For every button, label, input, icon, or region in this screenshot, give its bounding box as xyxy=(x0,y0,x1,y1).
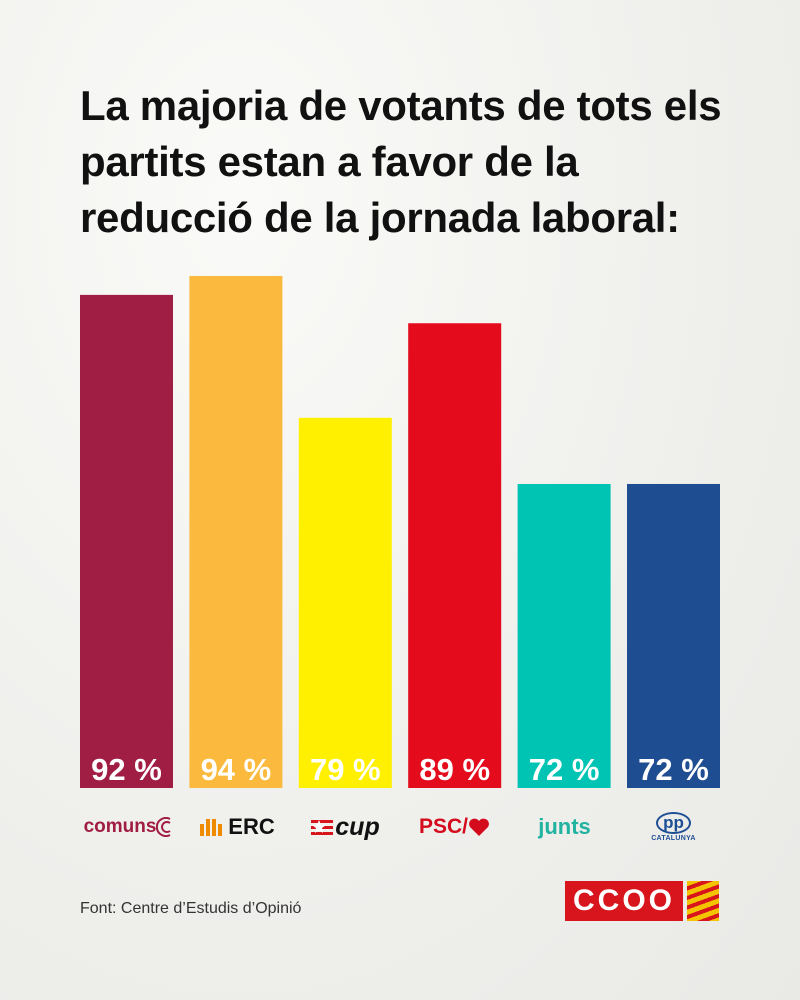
party-logos: comuns ERC cup PSC/ junts pp xyxy=(0,805,800,855)
junts-logo: junts xyxy=(517,805,612,849)
bar-junts xyxy=(517,483,611,788)
bar-comuns xyxy=(80,294,173,788)
star-icon xyxy=(311,820,334,835)
chart-title: La majoria de votants de tots els partit… xyxy=(80,82,722,241)
pp-logo-subtitle: CATALUNYA xyxy=(651,834,696,842)
bar-value-label: 79 % xyxy=(310,752,381,787)
concentric-arcs-icon xyxy=(156,817,172,837)
erc-logo-text: ERC xyxy=(228,814,275,839)
bar-psc xyxy=(408,323,502,788)
ccoo-logo-text: CCOO xyxy=(565,881,683,921)
pp-logo: pp CATALUNYA xyxy=(626,805,721,849)
comuns-logo-text: comuns xyxy=(83,816,157,837)
heart-icon xyxy=(469,818,489,836)
bar-value-label: 72 % xyxy=(638,752,709,787)
bar-value-label: 92 % xyxy=(91,752,162,787)
bars-group: 92 % 94 % 79 % 89 % 72 % 72 % xyxy=(80,275,720,788)
psc-logo-text: PSC/ xyxy=(418,815,468,838)
ccoo-logo: CCOO xyxy=(565,880,721,922)
cup-logo: cup xyxy=(298,805,393,849)
cup-logo-text: cup xyxy=(335,812,380,841)
bar-cup xyxy=(298,417,392,788)
erc-stripes-icon xyxy=(200,819,223,836)
bar-chart: 92 % 94 % 79 % 89 % 72 % 72 % xyxy=(80,275,720,788)
comuns-logo: comuns xyxy=(79,805,179,849)
source-note: Font: Centre d’Estudis d’Opinió xyxy=(80,900,302,917)
bar-value-label: 89 % xyxy=(419,752,490,787)
senyera-flag-icon xyxy=(687,881,719,921)
bar-value-label: 72 % xyxy=(529,752,600,787)
junts-logo-text: junts xyxy=(538,814,591,839)
bar-erc xyxy=(189,275,283,788)
bar-pp xyxy=(627,483,720,788)
bar-value-label: 94 % xyxy=(201,752,272,787)
pp-logo-mark: pp xyxy=(656,811,691,834)
erc-logo: ERC xyxy=(189,805,284,849)
psc-logo: PSC/ xyxy=(407,805,502,849)
